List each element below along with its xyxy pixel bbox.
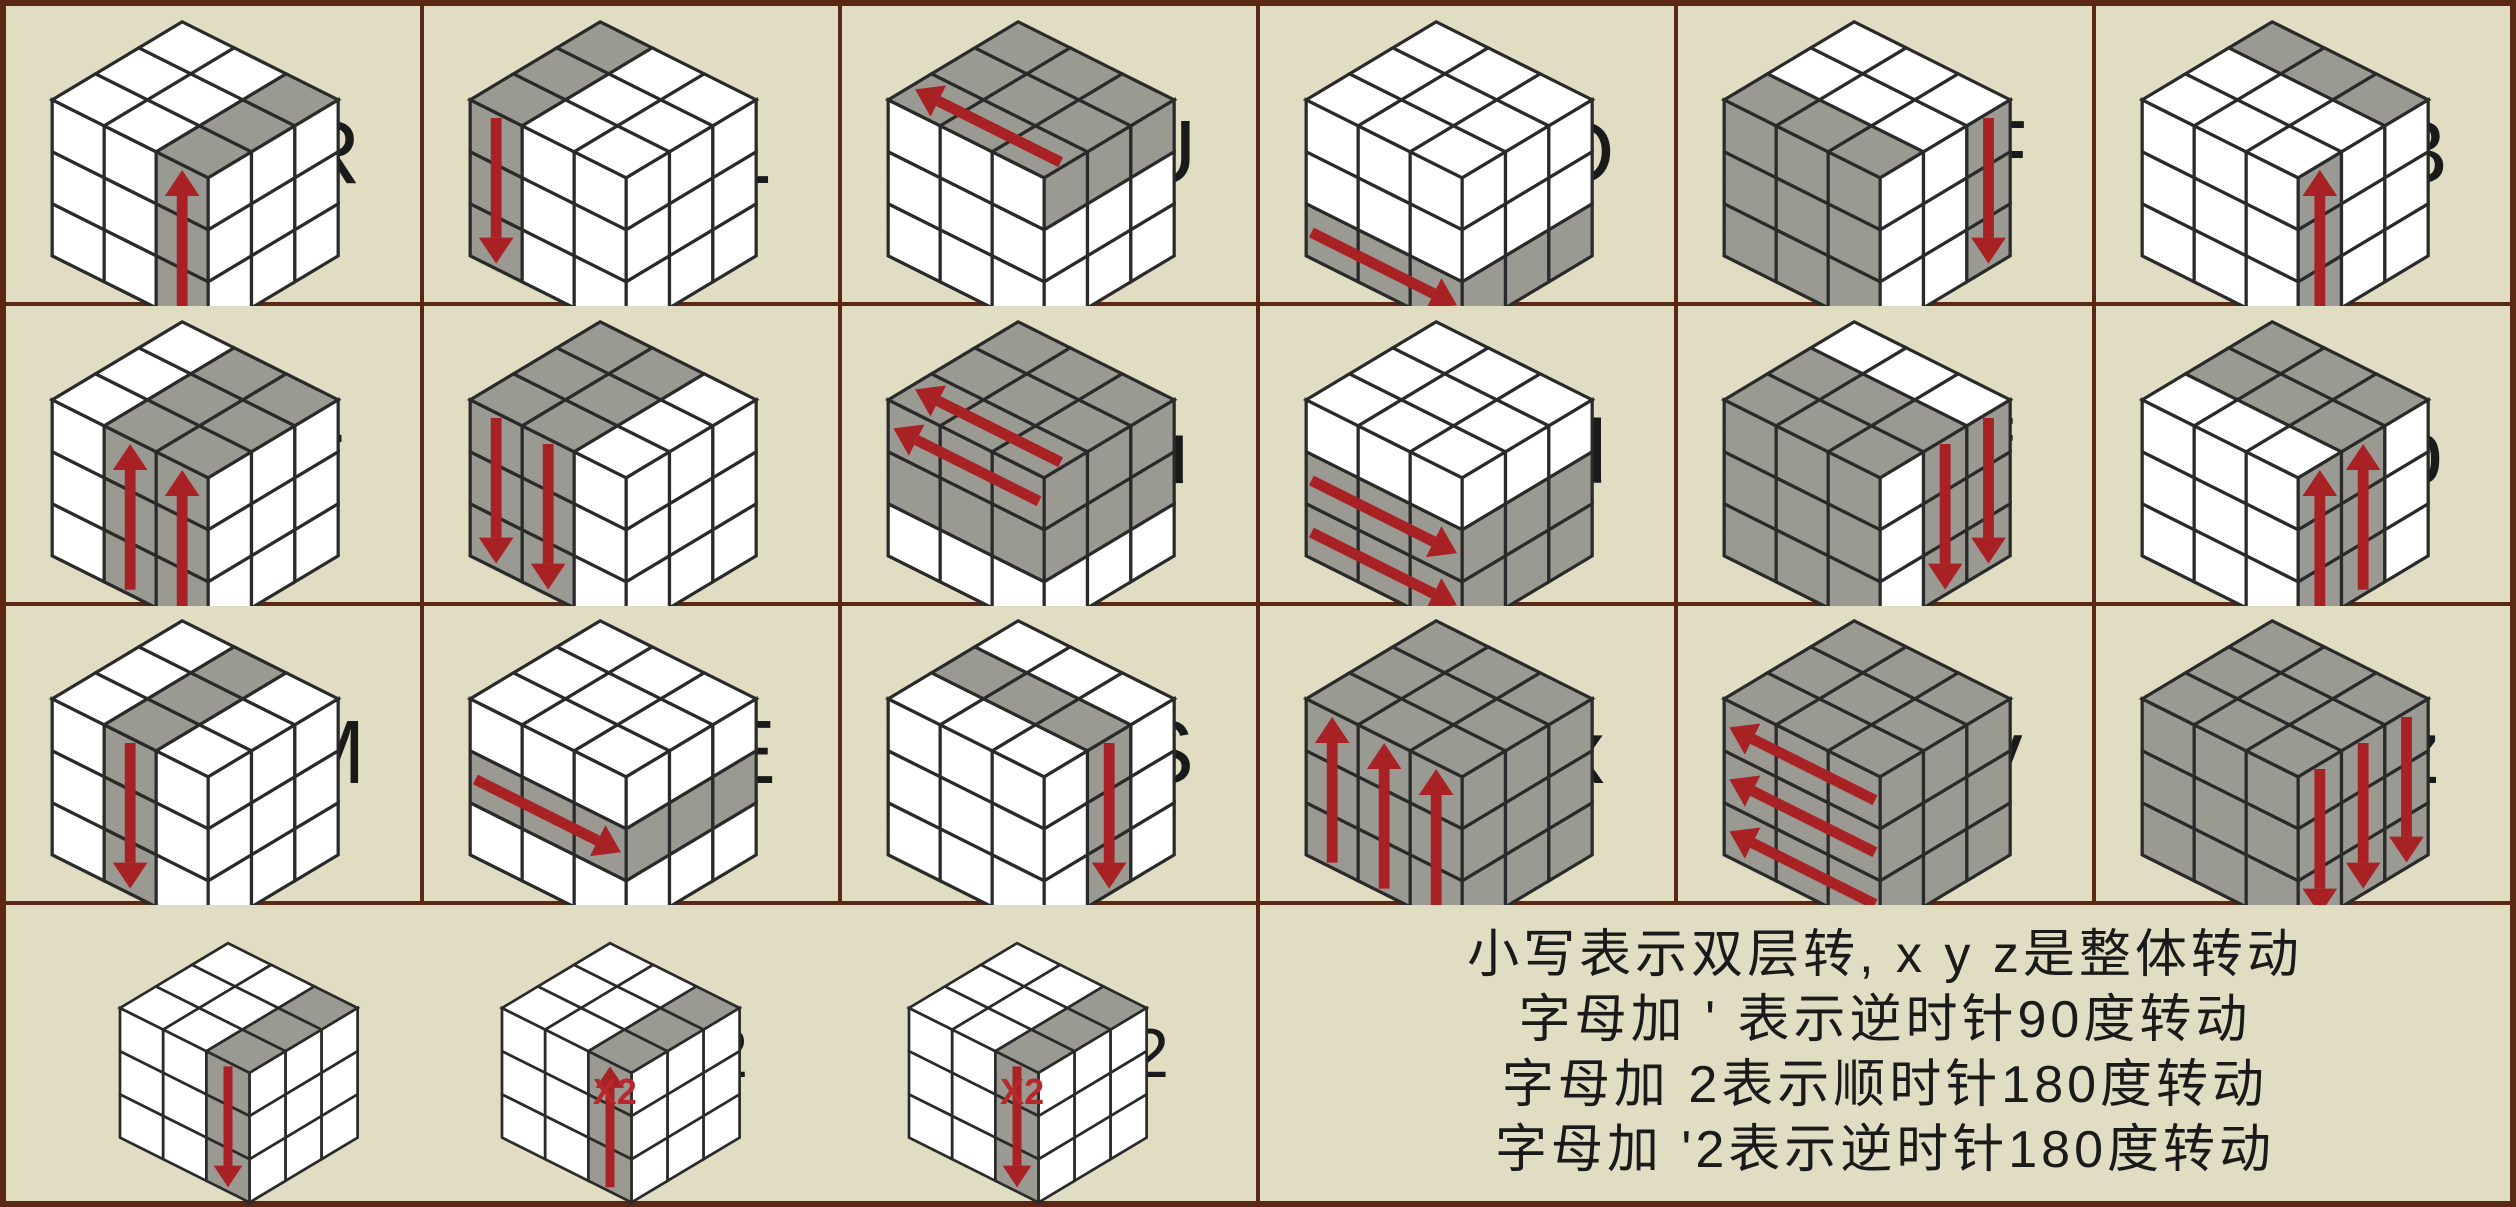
cube-wrap — [436, 324, 656, 584]
cube-diagram — [2108, 24, 2328, 284]
move-cell-Rp2: X2R'2 — [882, 943, 1169, 1163]
cube-diagram — [18, 24, 238, 284]
move-cell-L: L — [424, 6, 838, 302]
cube-wrap: X2 — [882, 943, 1062, 1163]
cube-diagram — [1690, 623, 1910, 883]
cube-wrap — [2108, 24, 2328, 284]
cube-wrap — [1272, 324, 1492, 584]
cube-diagram — [1272, 24, 1492, 284]
cube-diagram — [18, 324, 238, 584]
cube-wrap — [18, 623, 238, 883]
cube-diagram — [475, 943, 655, 1163]
cube-diagram — [436, 24, 656, 284]
move-cell-D: D — [1260, 6, 1674, 302]
move-cell-F: F — [1678, 6, 2092, 302]
cube-diagram — [882, 943, 1062, 1163]
cube-wrap — [1690, 623, 1910, 883]
move-cell-M: M — [6, 606, 420, 902]
legend-line: 字母加 ' 表示逆时针90度转动 — [1519, 988, 2252, 1053]
move-cell-x: x — [1260, 606, 1674, 902]
move-cell-R2: X2R2 — [475, 943, 748, 1163]
cube-diagram — [93, 943, 273, 1163]
cube-diagram — [1272, 623, 1492, 883]
cube-diagram — [1690, 24, 1910, 284]
cube-diagram — [2108, 623, 2328, 883]
cube-diagram — [854, 24, 1074, 284]
move-cell-S: S — [842, 606, 1256, 902]
cube-wrap — [854, 623, 1074, 883]
cube-wrap — [854, 324, 1074, 584]
modifier-examples-cell: R' X2R2 X2R'2 — [6, 905, 1256, 1201]
move-cell-y: y — [1678, 606, 2092, 902]
move-cell-f: f — [1678, 306, 2092, 602]
x2-badge: X2 — [1000, 1071, 1044, 1113]
move-cell-E: E — [424, 606, 838, 902]
move-cell-B: B — [2096, 6, 2510, 302]
legend-line: 小写表示双层转, x y z是整体转动 — [1467, 923, 2303, 988]
cube-wrap — [1690, 24, 1910, 284]
x2-badge: X2 — [593, 1071, 637, 1113]
cube-diagram — [854, 324, 1074, 584]
cube-diagram — [854, 623, 1074, 883]
move-cell-R: R — [6, 6, 420, 302]
cube-wrap — [1272, 24, 1492, 284]
cube-wrap — [1272, 623, 1492, 883]
legend-cell: 小写表示双层转, x y z是整体转动字母加 ' 表示逆时针90度转动字母加 2… — [1260, 905, 2510, 1201]
cube-wrap — [1690, 324, 1910, 584]
cube-wrap — [436, 623, 656, 883]
cube-diagram — [18, 623, 238, 883]
cube-wrap — [18, 24, 238, 284]
cube-wrap: X2 — [475, 943, 655, 1163]
cube-diagram — [436, 324, 656, 584]
cube-wrap — [436, 24, 656, 284]
cube-wrap — [93, 943, 273, 1163]
legend-line: 字母加 '2表示逆时针180度转动 — [1495, 1118, 2275, 1183]
move-cell-U: U — [842, 6, 1256, 302]
move-cell-r: r — [6, 306, 420, 602]
move-cell-d: d — [1260, 306, 1674, 602]
notation-grid: RLUDFBrludfb MESxyz R' X2R2 X2R'2 小写表示双层转, x … — [0, 0, 2516, 1207]
move-cell-l: l — [424, 306, 838, 602]
legend-line: 字母加 2表示顺时针180度转动 — [1502, 1053, 2268, 1118]
cube-diagram — [1272, 324, 1492, 584]
cube-wrap — [854, 24, 1074, 284]
cube-diagram — [1690, 324, 1910, 584]
cube-wrap — [2108, 623, 2328, 883]
cube-wrap — [2108, 324, 2328, 584]
move-cell-z: z — [2096, 606, 2510, 902]
move-cell-u: u — [842, 306, 1256, 602]
cube-wrap — [18, 324, 238, 584]
cube-diagram — [2108, 324, 2328, 584]
move-cell-b: b — [2096, 306, 2510, 602]
move-cell-Rp: R' — [93, 943, 341, 1163]
cube-diagram — [436, 623, 656, 883]
